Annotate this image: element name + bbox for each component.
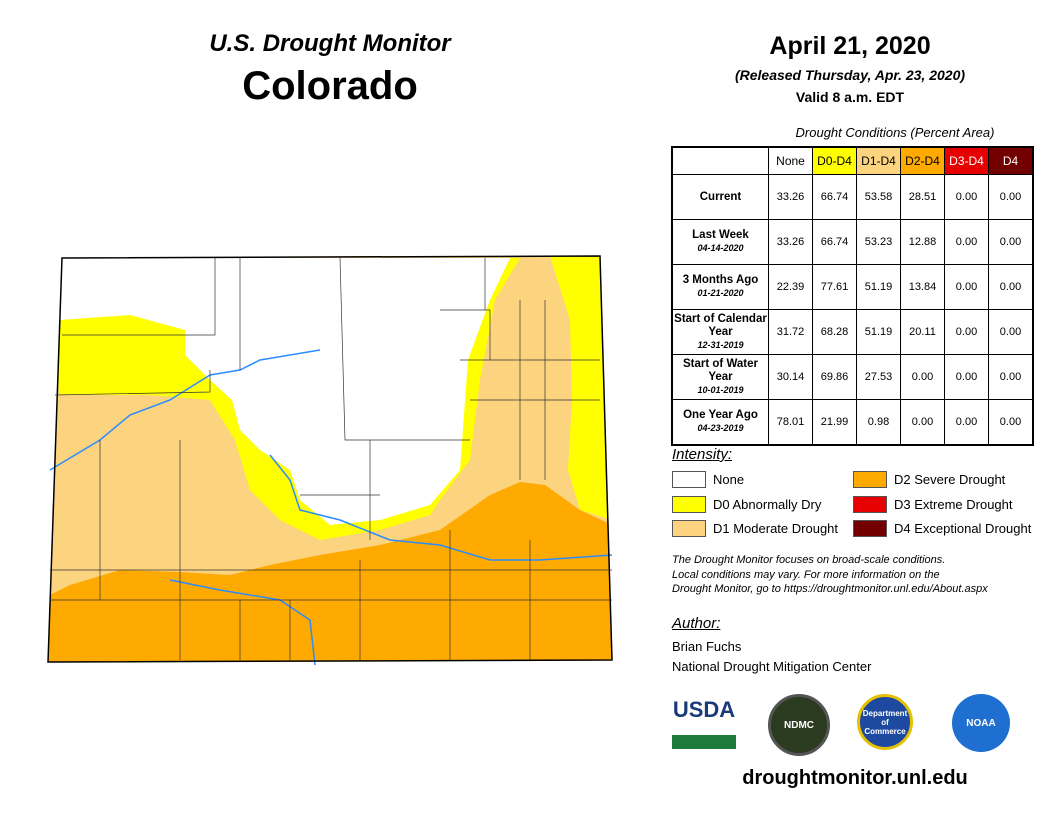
row-label: Last Week 04-14-2020 xyxy=(671,219,769,265)
county-lines xyxy=(50,257,612,660)
table-caption: Drought Conditions (Percent Area) xyxy=(795,125,995,140)
col-d4: D4 xyxy=(988,146,1034,175)
usda-logo: USDA xyxy=(672,697,736,749)
ndmc-logo: NDMC xyxy=(768,694,830,756)
legend-swatch xyxy=(672,496,706,513)
table-cell: 69.86 xyxy=(812,354,857,400)
table-cell: 0.00 xyxy=(944,309,989,355)
table-row: Last Week 04-14-2020 33.26 66.74 53.23 12.88 0… xyxy=(671,219,1034,265)
col-d2-d4: D2-D4 xyxy=(900,146,945,175)
table-cell: 66.74 xyxy=(812,174,857,220)
table-row: 3 Months Ago 01-21-2020 22.39 77.61 51.19 13.… xyxy=(671,264,1034,310)
commerce-logo: Department of Commerce xyxy=(857,694,913,750)
table-cell: 0.00 xyxy=(944,219,989,265)
col-d0-d4: D0-D4 xyxy=(812,146,857,175)
legend-swatch xyxy=(672,471,706,488)
map-subtitle: U.S. Drought Monitor xyxy=(209,30,451,57)
table-cell: 68.28 xyxy=(812,309,857,355)
table-cell: 20.11 xyxy=(900,309,945,355)
disclaimer-note: The Drought Monitor focuses on broad-sca… xyxy=(672,554,988,595)
d2-area xyxy=(48,482,612,662)
table-cell: 51.19 xyxy=(856,309,901,355)
table-cell: 21.99 xyxy=(812,399,857,446)
table-cell: 0.00 xyxy=(988,309,1034,355)
table-cell: 53.58 xyxy=(856,174,901,220)
table-row: Start of Calendar Year 12-31-2019 31.72 68.… xyxy=(671,309,1034,355)
table-cell: 0.00 xyxy=(988,174,1034,220)
table-cell: 0.00 xyxy=(988,354,1034,400)
table-cell: 0.00 xyxy=(944,354,989,400)
legend-swatch xyxy=(853,471,887,488)
none-area-nw xyxy=(48,258,185,330)
table-cell: 0.00 xyxy=(944,399,989,446)
drought-conditions-table: None D0-D4 D1-D4 D2-D4 D3-D4 D4 Current 3… xyxy=(671,146,1034,446)
table-cell: 0.00 xyxy=(988,399,1034,446)
row-label: 3 Months Ago 01-21-2020 xyxy=(671,264,769,310)
legend-item-d0: D0 Abnormally Dry xyxy=(672,496,821,513)
table-cell: 0.00 xyxy=(944,174,989,220)
row-label: One Year Ago 04-23-2019 xyxy=(671,399,769,446)
table-cell: 51.19 xyxy=(856,264,901,310)
table-cell: 0.00 xyxy=(900,354,945,400)
noaa-logo: NOAA xyxy=(952,694,1010,752)
row-label: Current xyxy=(671,174,769,220)
table-row: Start of Water Year 10-01-2019 30.14 69.86 2… xyxy=(671,354,1034,400)
release-date: (Released Thursday, Apr. 23, 2020) xyxy=(734,67,966,83)
legend-swatch xyxy=(672,520,706,537)
map-title: Colorado xyxy=(242,64,418,108)
valid-time: Valid 8 a.m. EDT xyxy=(795,89,905,105)
table-cell: 33.26 xyxy=(768,219,813,265)
table-cell: 0.98 xyxy=(856,399,901,446)
state-border xyxy=(47,255,613,663)
legend-item-d2: D2 Severe Drought xyxy=(853,471,1005,488)
legend-item-d4: D4 Exceptional Drought xyxy=(853,520,1031,537)
table-cell: 33.26 xyxy=(768,174,813,220)
table-cell: 77.61 xyxy=(812,264,857,310)
table-row: Current 33.26 66.74 53.58 28.51 0.00 0.00 xyxy=(671,174,1034,220)
none-area xyxy=(185,258,510,525)
table-row: One Year Ago 04-23-2019 78.01 21.99 0.98 0.00… xyxy=(671,399,1034,446)
legend-swatch xyxy=(853,520,887,537)
table-cell: 27.53 xyxy=(856,354,901,400)
table-cell: 0.00 xyxy=(988,219,1034,265)
table-cell: 0.00 xyxy=(944,264,989,310)
d0-area-east xyxy=(550,256,612,520)
table-cell: 0.00 xyxy=(988,264,1034,310)
author-heading: Author: xyxy=(672,615,721,632)
river xyxy=(269,454,613,561)
col-d1-d4: D1-D4 xyxy=(856,146,901,175)
table-cell: 13.84 xyxy=(900,264,945,310)
table-cell: 53.23 xyxy=(856,219,901,265)
legend-item-d3: D3 Extreme Drought xyxy=(853,496,1013,513)
row-label: Start of Water Year 10-01-2019 xyxy=(671,354,769,400)
author-info: Brian Fuchs National Drought Mitigation C… xyxy=(672,639,872,674)
table-cell: 22.39 xyxy=(768,264,813,310)
colorado-drought-map xyxy=(47,255,613,666)
website-url[interactable]: droughtmonitor.unl.edu xyxy=(742,767,968,789)
legend-item-none: None xyxy=(672,471,744,488)
row-label: Start of Calendar Year 12-31-2019 xyxy=(671,309,769,355)
table-cell: 12.88 xyxy=(900,219,945,265)
table-cell: 66.74 xyxy=(812,219,857,265)
table-cell: 31.72 xyxy=(768,309,813,355)
table-cell: 28.51 xyxy=(900,174,945,220)
table-cell: 0.00 xyxy=(900,399,945,446)
col-d3-d4: D3-D4 xyxy=(944,146,989,175)
col-none: None xyxy=(768,146,813,175)
table-cell: 78.01 xyxy=(768,399,813,446)
legend-title: Intensity: xyxy=(672,446,733,463)
legend-swatch xyxy=(853,496,887,513)
table-cell: 30.14 xyxy=(768,354,813,400)
map-date: April 21, 2020 xyxy=(769,32,931,60)
legend-item-d1: D1 Moderate Drought xyxy=(672,520,838,537)
